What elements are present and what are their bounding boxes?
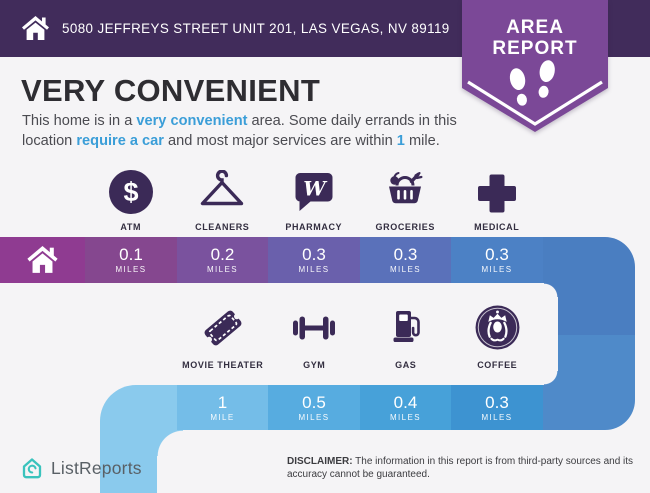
property-address: 5080 JEFFREYS STREET UNIT 201, LAS VEGAS… bbox=[62, 21, 450, 36]
highlight-one-mile: 1 bbox=[396, 132, 405, 149]
footprints-icon bbox=[509, 60, 555, 106]
distance-cell: 0.5 MILES bbox=[268, 385, 360, 430]
amenity-label: GROCERIES bbox=[375, 222, 435, 232]
home-icon bbox=[22, 16, 49, 40]
badge-line1: AREA bbox=[506, 17, 564, 38]
amenity-movie-theater: MOVIE THEATER bbox=[177, 301, 269, 370]
ribbon-segment bbox=[558, 283, 635, 335]
home-icon bbox=[27, 246, 58, 273]
ribbon-segment bbox=[558, 335, 635, 385]
badge-line2: REPORT bbox=[492, 38, 577, 59]
gas-pump-icon bbox=[393, 310, 420, 342]
distance-cell: 0.2 MILES bbox=[177, 237, 268, 283]
amenity-gym: GYM bbox=[269, 301, 361, 370]
amenity-label: MEDICAL bbox=[474, 222, 520, 232]
dumbbell-icon bbox=[293, 316, 336, 339]
ribbon-inner-corner bbox=[157, 430, 183, 456]
coffee-siren-icon bbox=[475, 305, 520, 350]
distance-cell: 0.3 MILES bbox=[451, 385, 543, 430]
amenity-medical: MEDICAL bbox=[451, 167, 543, 232]
distance-cell: 0.4 MILES bbox=[360, 385, 451, 430]
listreports-logo: ListReports bbox=[20, 456, 142, 480]
area-report-badge: AREA REPORT bbox=[462, 0, 608, 132]
distance-cell: 1 MILE bbox=[177, 385, 268, 430]
atm-icon: $ bbox=[108, 169, 153, 214]
amenity-row-2: MOVIE THEATER GYM GAS bbox=[177, 301, 543, 370]
amenity-label: COFFEE bbox=[477, 360, 518, 370]
highlight-very-convenient: very convenient bbox=[136, 113, 248, 129]
svg-text:$: $ bbox=[123, 177, 138, 207]
amenity-label: CLEANERS bbox=[195, 222, 250, 232]
walkability-description: This home is in a very convenient area. … bbox=[22, 113, 457, 149]
disclaimer-text: DISCLAIMER: The information in this repo… bbox=[287, 456, 634, 480]
ribbon-inner-corner bbox=[544, 371, 558, 385]
ribbon-segment bbox=[100, 385, 177, 430]
svg-text:W: W bbox=[303, 176, 328, 200]
medical-cross-icon bbox=[477, 174, 516, 212]
listreports-house-icon bbox=[22, 458, 42, 479]
amenity-label: MOVIE THEATER bbox=[182, 360, 264, 370]
amenity-groceries: GROCERIES bbox=[360, 167, 452, 232]
distance-cell: 0.3 MILES bbox=[360, 237, 451, 283]
amenity-row-1: $ ATM CLEANERS W PHARMACY bbox=[85, 167, 543, 232]
movie-ticket-icon bbox=[204, 310, 242, 345]
ribbon-segment bbox=[100, 430, 157, 493]
hanger-icon bbox=[201, 169, 244, 205]
amenity-label: PHARMACY bbox=[285, 222, 343, 232]
walgreens-icon: W bbox=[295, 172, 333, 211]
highlight-require-a-car: require a car bbox=[76, 132, 164, 149]
amenity-label: ATM bbox=[120, 222, 142, 232]
distance-cell: 0.3 MILES bbox=[268, 237, 360, 283]
ribbon-home-cell bbox=[0, 237, 85, 283]
brand-name: ListReports bbox=[51, 457, 142, 478]
amenity-gas: GAS bbox=[360, 301, 452, 370]
distance-cell: 0.1 MILES bbox=[85, 237, 177, 283]
ribbon-segment bbox=[543, 385, 635, 430]
grocery-basket-icon bbox=[389, 171, 423, 203]
disclaimer-label: DISCLAIMER: bbox=[287, 456, 353, 467]
ribbon-segment bbox=[543, 237, 635, 283]
amenity-label: GAS bbox=[395, 360, 417, 370]
amenity-pharmacy: W PHARMACY bbox=[268, 167, 360, 232]
amenity-coffee: COFFEE bbox=[452, 301, 544, 370]
ribbon-inner-corner bbox=[544, 283, 558, 297]
amenity-atm: $ ATM bbox=[85, 167, 177, 232]
amenity-cleaners: CLEANERS bbox=[177, 167, 269, 232]
distance-cell: 0.3 MILES bbox=[451, 237, 543, 283]
walkability-title: VERY CONVENIENT bbox=[21, 73, 321, 108]
amenity-label: GYM bbox=[303, 360, 326, 370]
